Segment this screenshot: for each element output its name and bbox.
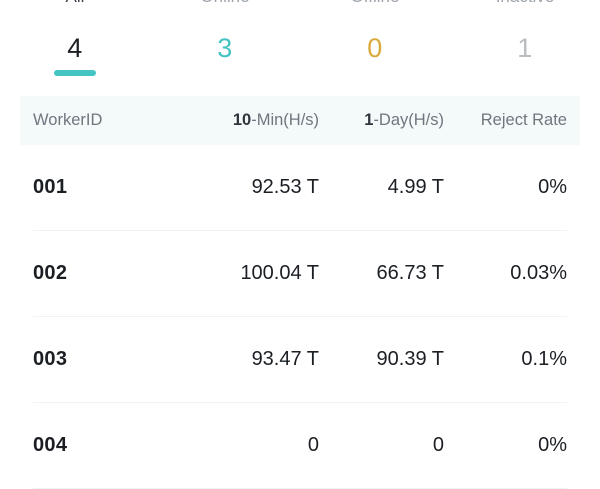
column-header-reject-rate-text: Reject Rate: [480, 111, 567, 129]
column-header-one-day-text: -Day(H/s): [373, 111, 444, 129]
cell-ten-min: 92.53 T: [251, 176, 320, 198]
column-header-reject-rate[interactable]: Reject Rate: [444, 111, 580, 130]
cell-workerid: 002: [33, 262, 68, 284]
cell-workerid: 001: [33, 176, 68, 198]
tab-inactive-label: Inactive: [450, 0, 600, 7]
cell-one-day: 66.73 T: [376, 262, 444, 284]
cell-workerid: 004: [33, 434, 68, 456]
table-header-row: WorkerID 10-Min(H/s) 1-Day(H/s) Reject R…: [20, 96, 580, 145]
tab-offline-label: Offline: [300, 0, 450, 7]
cell-reject-rate: 0%: [538, 434, 567, 456]
cell-one-day: 90.39 T: [376, 348, 444, 370]
column-header-ten-min-bold: 10: [232, 111, 252, 129]
tab-active-indicator: [54, 70, 96, 76]
column-header-workerid-text: WorkerID: [33, 111, 103, 129]
table-row[interactable]: 002 100.04 T 66.73 T 0.03%: [33, 231, 567, 317]
tab-offline[interactable]: Offline 0: [300, 0, 450, 88]
column-header-one-day-bold: 1: [364, 111, 374, 129]
cell-ten-min: 93.47 T: [251, 348, 320, 370]
cell-reject-rate: 0%: [538, 176, 567, 198]
column-header-ten-min-text: -Min(H/s): [251, 111, 320, 129]
table-row[interactable]: 001 92.53 T 4.99 T 0%: [33, 145, 567, 231]
cell-ten-min: 100.04 T: [240, 262, 320, 284]
tab-all-count: 4: [67, 33, 83, 63]
tab-inactive[interactable]: Inactive 1: [450, 0, 600, 88]
cell-workerid: 003: [33, 348, 68, 370]
tab-online-count: 3: [217, 33, 233, 63]
worker-table: WorkerID 10-Min(H/s) 1-Day(H/s) Reject R…: [0, 96, 600, 489]
tab-inactive-count: 1: [517, 33, 533, 63]
cell-one-day: 0: [432, 434, 444, 456]
table-row[interactable]: 003 93.47 T 90.39 T 0.1%: [33, 317, 567, 403]
column-header-workerid[interactable]: WorkerID: [20, 111, 182, 130]
table-row[interactable]: 004 0 0 0%: [33, 403, 567, 489]
tab-online-label: Online: [150, 0, 300, 7]
tab-all[interactable]: All 4: [0, 0, 150, 88]
cell-one-day: 4.99 T: [387, 176, 444, 198]
tab-offline-count: 0: [367, 33, 383, 63]
cell-reject-rate: 0.03%: [510, 262, 567, 284]
column-header-one-day[interactable]: 1-Day(H/s): [319, 111, 444, 130]
worker-status-tabs: All 4 Online 3 Offline 0 Inactive 1: [0, 0, 600, 88]
tab-all-label: All: [0, 0, 150, 7]
cell-reject-rate: 0.1%: [521, 348, 567, 370]
cell-ten-min: 0: [307, 434, 320, 456]
tab-online[interactable]: Online 3: [150, 0, 300, 88]
column-header-ten-min[interactable]: 10-Min(H/s): [182, 111, 319, 130]
